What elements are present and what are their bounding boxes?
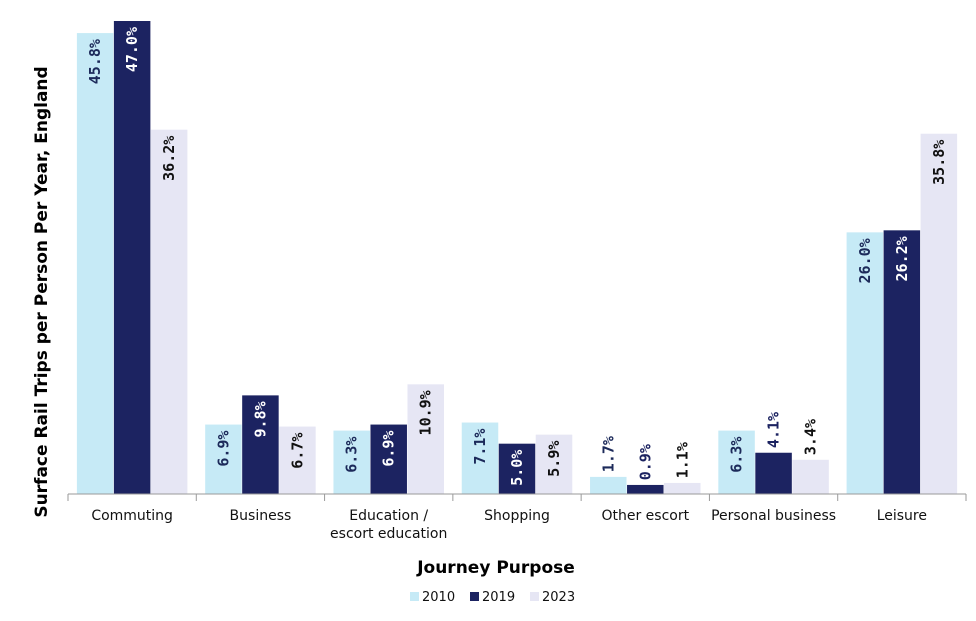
bar-label-2019-1: 9.8% (251, 401, 269, 437)
category-label: Education / (349, 508, 428, 524)
bar-2010-4 (590, 476, 627, 494)
bar-label-2019-0: 47.0% (123, 27, 141, 72)
category-label: Business (230, 508, 292, 524)
y-axis-title: Surface Rail Trips per Person Per Year, … (32, 66, 52, 517)
legend-label-2010: 2010 (422, 590, 455, 605)
bar-label-2023-3: 5.9% (545, 441, 563, 477)
legend-swatch-2023 (530, 592, 539, 601)
legend-swatch-2010 (410, 592, 419, 601)
legend-swatch-2019 (470, 592, 479, 601)
bar-2010-6 (846, 232, 884, 494)
bar-label-2023-2: 10.9% (417, 390, 435, 435)
bar-2023-4 (664, 482, 701, 494)
bars-layer (76, 21, 958, 495)
bar-2010-5 (718, 430, 755, 494)
bar-label-2019-3: 5.0% (508, 450, 526, 486)
bar-label-2019-6: 26.2% (893, 236, 911, 281)
legend-label-2023: 2023 (542, 590, 575, 605)
bar-2023-0 (150, 129, 188, 494)
x-axis-title: Journey Purpose (416, 558, 575, 578)
category-labels-layer: Commuting Business Education / escort educa… (91, 508, 927, 542)
category-label: Commuting (91, 508, 173, 524)
bar-label-2023-6: 35.8% (930, 140, 948, 185)
category-label: escort education (330, 526, 447, 542)
bar-label-2023-1: 6.7% (288, 433, 306, 469)
bar-label-2010-0: 45.8% (86, 39, 104, 84)
bar-2019-6 (883, 230, 921, 495)
bar-2019-5 (755, 452, 792, 494)
bar-label-2010-1: 6.9% (214, 431, 232, 467)
x-ticks-layer (67, 494, 967, 501)
bar-2019-2 (370, 424, 407, 494)
category-label: Personal business (711, 508, 836, 524)
bar-label-2010-2: 6.3% (343, 437, 361, 473)
bar-2023-3 (535, 434, 573, 494)
bar-label-2023-5: 3.4% (802, 419, 820, 455)
bar-2010-3 (461, 422, 499, 494)
bar-2010-1 (205, 424, 242, 494)
bar-2019-4 (627, 484, 664, 494)
bar-2019-0 (113, 21, 151, 494)
bar-label-2010-3: 7.1% (471, 429, 489, 465)
bar-label-2010-4: 1.7% (599, 436, 617, 472)
legend-label-2019: 2019 (482, 590, 515, 605)
bar-label-2010-6: 26.0% (856, 238, 874, 283)
bar-labels-layer: 45.8% 47.0% 36.2% 6.9% 9.8% 6.7% 6.3% 6.9% 10.9%… (86, 27, 948, 486)
bar-label-2023-4: 1.1% (673, 442, 691, 478)
bar-2010-0 (76, 33, 114, 494)
category-label: Other escort (601, 508, 689, 524)
bar-2023-2 (407, 384, 444, 494)
bar-label-2023-0: 36.2% (160, 136, 178, 181)
bar-label-2019-5: 4.1% (765, 412, 783, 448)
bar-2019-3 (498, 443, 536, 494)
bar-2023-1 (279, 426, 316, 494)
bar-label-2019-4: 0.9% (636, 444, 654, 480)
bar-2023-5 (792, 459, 829, 494)
category-label: Shopping (484, 508, 550, 524)
bar-label-2019-2: 6.9% (380, 431, 398, 467)
bar-2010-2 (333, 430, 370, 494)
bar-2023-6 (920, 133, 958, 494)
legend: 2010 2019 2023 (410, 590, 575, 605)
bar-label-2010-5: 6.3% (728, 437, 746, 473)
category-label: Leisure (877, 508, 927, 524)
bar-2019-1 (242, 395, 279, 494)
